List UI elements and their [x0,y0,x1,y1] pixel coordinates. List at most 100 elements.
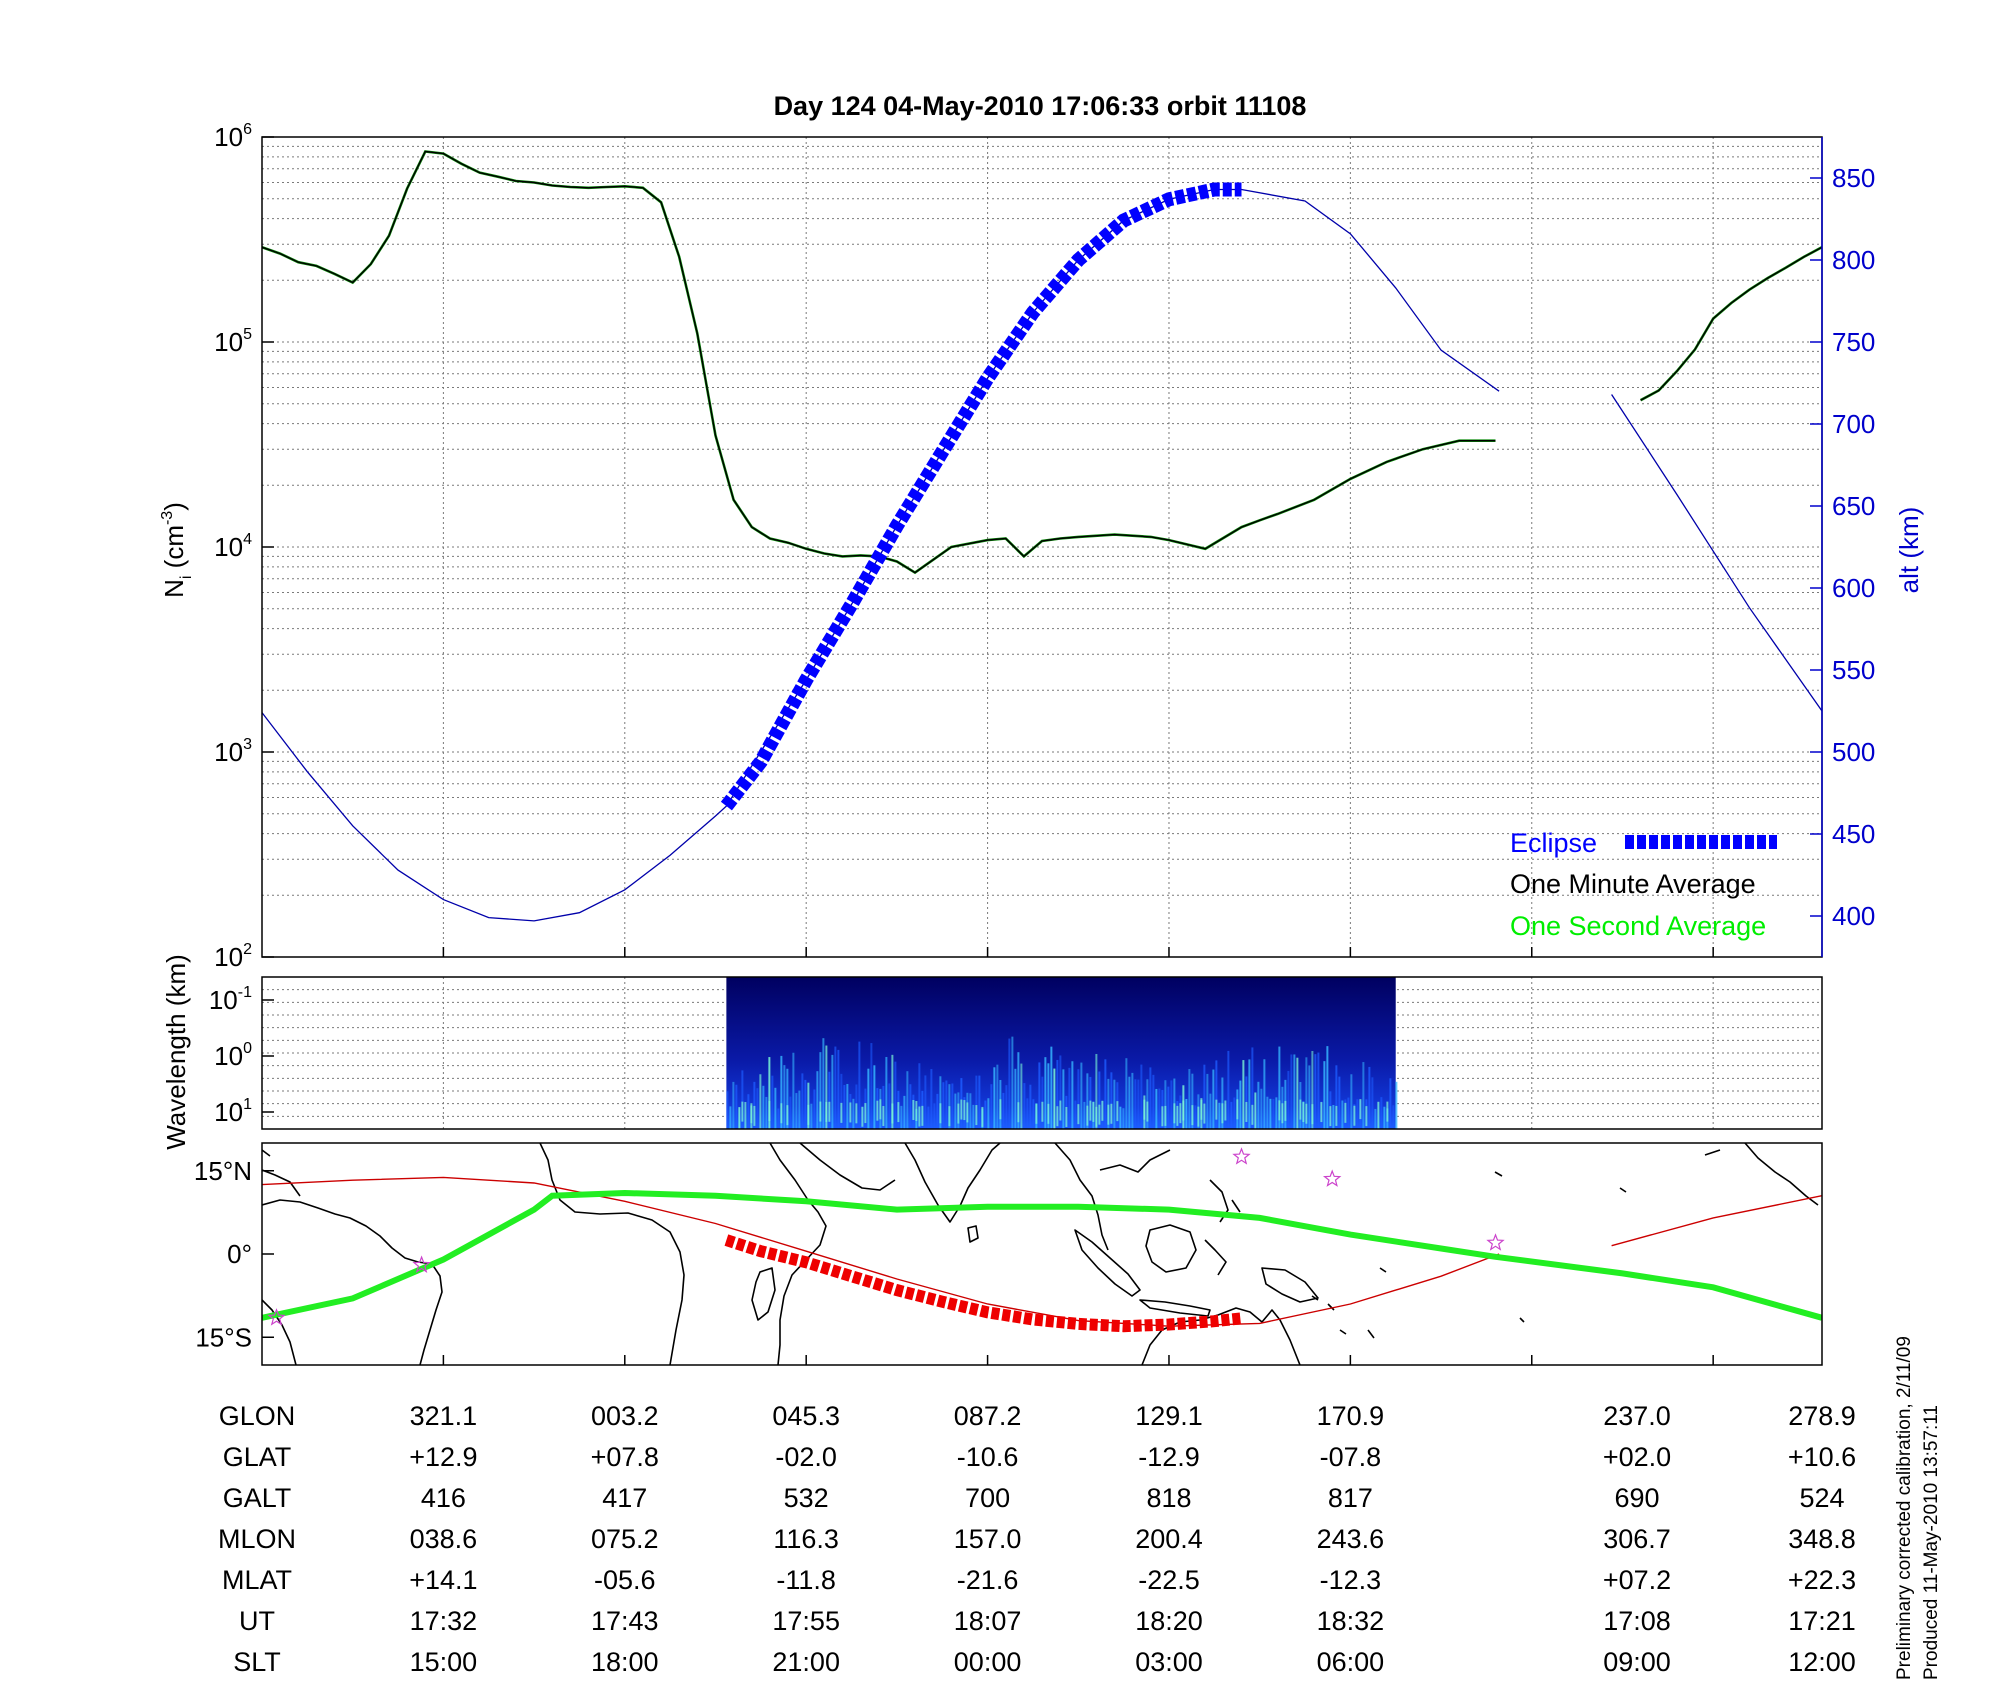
spectrogram-bright-cell [1359,1099,1362,1120]
spectrogram-bright-cell [1182,1100,1185,1121]
new-guinea-coast [1261,1267,1319,1303]
table-cell: 700 [965,1483,1010,1513]
spectrogram-tick-label: 100 [214,1040,252,1071]
y2-tick-label: 450 [1832,819,1875,849]
map-series [262,1147,1822,1333]
spectrogram-column [780,1055,783,1129]
y-tick-label: 103 [214,736,252,767]
table-cell: 045.3 [772,1401,840,1431]
spectrogram-bright-cell [999,1099,1002,1120]
spectrogram-column [1125,1058,1128,1129]
table-cell: 06:00 [1317,1647,1385,1677]
spectrogram-bright-cell [828,1101,831,1122]
spectrogram-bright-cell [876,1100,879,1121]
spectrogram-column [1128,1076,1131,1129]
spectrogram-tick-exp: 1 [243,1096,252,1113]
spectrogram-column [969,1093,972,1129]
spectrogram-tick-label: 10-1 [209,984,252,1015]
arabia-india-coast [799,1143,1001,1223]
spectrogram-column [909,1084,912,1129]
spectrogram-column [906,1071,909,1129]
spectrogram-column [1254,1092,1257,1129]
spectrogram-column [753,1081,756,1129]
spectrogram-column [1242,1060,1245,1129]
series-altitude [1611,394,1822,712]
spectrogram-column [993,1067,996,1129]
table-cell: +02.0 [1603,1442,1671,1472]
spectrogram-column [1290,1054,1293,1129]
spectrogram-bright-cell [966,1102,969,1123]
spectrogram-bright-cell [786,1105,789,1126]
y2-tick-label: 700 [1832,409,1875,439]
spectrogram-tick-exp: -1 [238,984,252,1001]
spectrogram-bright-cell [819,1101,822,1122]
right-y-axis-label: alt (km) [1894,507,1924,594]
map-y-ticks: 15°N 0° 15°S [194,1156,274,1352]
spectrogram-column [1011,1036,1014,1129]
spectrogram-column [816,1071,819,1129]
spectrogram-bright-cell [1335,1105,1338,1126]
table-cell: 129.1 [1135,1401,1203,1431]
africa-coast [539,1143,827,1365]
spectrogram-bright-cell [1143,1099,1146,1120]
series-one-minute-average [1640,246,1822,401]
borneo-coast [1145,1224,1197,1273]
spectrogram-column [771,1075,774,1129]
spectrogram-column [1062,1069,1065,1129]
spectrogram-column [939,1076,942,1129]
spectrogram-column [951,1083,954,1129]
spectrogram-tick-label: 101 [214,1096,252,1127]
spectrogram-frame [261,976,1823,1130]
table-cell: +14.1 [409,1565,477,1595]
spectrogram-bright-cell [741,1101,744,1122]
spectrogram-column [1080,1062,1083,1129]
spectrogram-column [1203,1064,1206,1129]
spectrogram-bright-cell [1305,1103,1308,1124]
spectrogram-bright-cell [981,1106,984,1127]
table-cell: 348.8 [1788,1524,1856,1554]
spectrogram-column [1209,1093,1212,1129]
spectrogram-column [1194,1105,1197,1129]
spectrogram-column [837,1049,840,1129]
spectrogram-column [1230,1101,1233,1129]
y2-tick-label: 850 [1832,163,1875,193]
spectrogram-column [1044,1057,1047,1129]
table-cell: 243.6 [1317,1524,1385,1554]
spectrogram-bright-cell [1065,1106,1068,1127]
spectrogram-column [936,1093,939,1129]
spectrogram-column [990,1084,993,1129]
spectrogram-bright-cell [1320,1102,1323,1123]
spectrogram-column [1389,1078,1392,1129]
spectrogram-bright-cell [840,1102,843,1123]
y-tick-exp: 3 [243,736,252,753]
spectrogram-column [1152,1074,1155,1129]
java-coast [1139,1299,1211,1317]
y2-tick-label: 550 [1832,655,1875,685]
spectrogram-column [873,1065,876,1129]
y-tick-label: 105 [214,326,252,357]
spectrogram-bright-cell [1302,1102,1305,1123]
table-cell: -21.6 [957,1565,1019,1595]
legend-label-minute: One Minute Average [1510,869,1756,899]
table-row-label: GLAT [223,1442,292,1472]
spectrogram-column [945,1080,948,1129]
spectrogram-bright-cell [1107,1104,1110,1125]
spectrogram-bright-cell [1077,1104,1080,1125]
spectrogram-bright-cell [1110,1103,1113,1124]
map-star-marker [1232,1147,1251,1165]
spectrogram-bright-cell [1224,1100,1227,1121]
table-cell: 306.7 [1603,1524,1671,1554]
spectrogram-column [1266,1096,1269,1129]
spectrogram-bright-cell [1251,1104,1254,1125]
spectrogram-column [1095,1053,1098,1129]
spectrogram-column [888,1083,891,1129]
spectrogram-column [1335,1065,1338,1129]
spectrogram-column [1356,1099,1359,1129]
spectrogram-bright-cell [1098,1104,1101,1125]
spectrogram-column [1155,1088,1158,1129]
spectrogram-bright-cell [1089,1100,1092,1121]
spectrogram-column [1098,1071,1101,1129]
table-cell: 17:08 [1603,1606,1671,1636]
spectrogram-column [1233,1097,1236,1129]
